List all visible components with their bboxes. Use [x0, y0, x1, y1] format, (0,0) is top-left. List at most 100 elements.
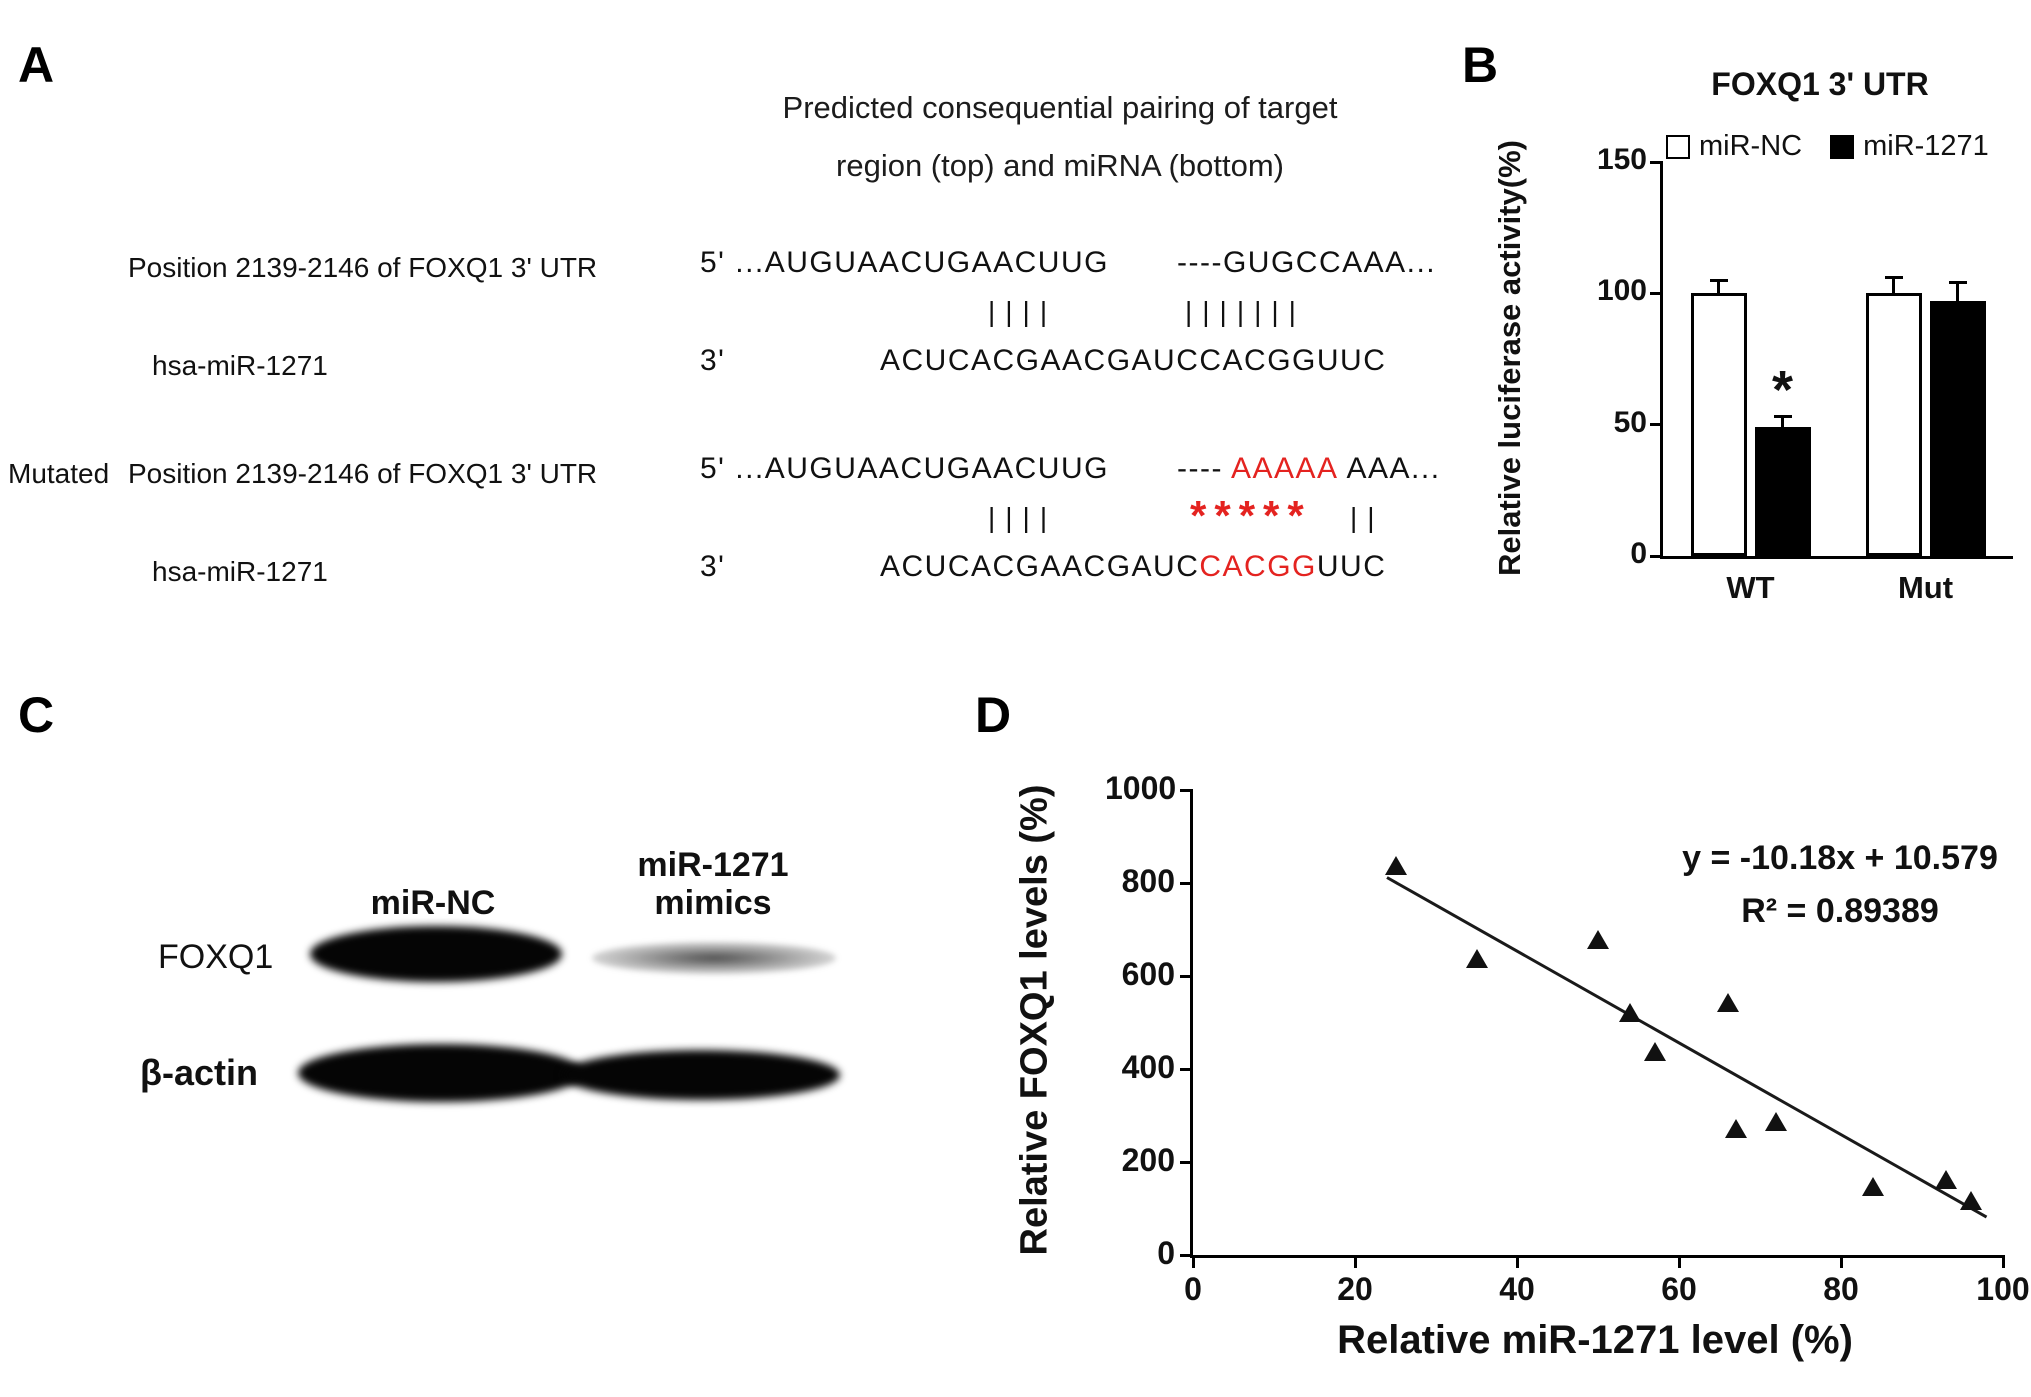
d-y-tick-label: 400	[1121, 1049, 1175, 1085]
mut-target-suffix: AAA...	[1346, 452, 1441, 485]
panel-b-y-axis-label: Relative luciferase activity(%)	[1492, 140, 1527, 576]
mut-mirna-seq-start: ACUCACGAACGAUC	[880, 550, 1200, 583]
d-y-tick-label: 800	[1121, 863, 1175, 899]
regression-annotation: y = -10.18x + 10.579 R² = 0.89389	[1650, 832, 2030, 937]
panel-a-title-line1: Predicted consequential pairing of targe…	[782, 90, 1338, 125]
mir-nc-swatch-icon	[1666, 134, 1690, 159]
d-x-tick-mark	[1191, 1255, 1195, 1268]
d-x-tick-label: 80	[1823, 1271, 1859, 1307]
error-bar	[1781, 416, 1784, 428]
bar-miR-1271-WT	[1754, 427, 1811, 556]
mutated-tag: Mutated	[8, 458, 110, 489]
scatter-point	[1862, 1176, 1885, 1196]
bar-miR-NC-Mut	[1865, 293, 1922, 556]
legend-item-mir-1271: miR-1271	[1830, 130, 1989, 163]
d-x-tick-mark	[2001, 1255, 2005, 1268]
d-y-tick-mark	[1180, 788, 1193, 792]
d-y-tick-mark	[1180, 1067, 1193, 1071]
mir-nc-legend-label: miR-NC	[1699, 130, 1803, 162]
error-bar-cap	[1884, 276, 1903, 280]
wt-mirna-label: hsa-miR-1271	[152, 350, 328, 381]
mut-pairing-bars-left: ||||	[988, 502, 1058, 533]
b-y-tick-label: 50	[1613, 405, 1647, 439]
wt-target-label: Position 2139-2146 of FOXQ1 3' UTR	[128, 252, 598, 283]
d-y-tick-mark	[1180, 1160, 1193, 1164]
mut-mirna-prefix: 3'	[700, 550, 726, 583]
beta-actin-row-label: β-actin	[140, 1052, 258, 1093]
d-x-tick-mark	[1515, 1255, 1519, 1268]
panel-d-plot-area: 0 200 400 600 800 1000 0 20 40 60 80 100	[1105, 770, 2030, 1307]
scatter-point	[1959, 1190, 1982, 1210]
bar-miR-NC-WT	[1690, 293, 1747, 556]
lane-label-mir-1271-line2: mimics	[654, 884, 772, 923]
panel-b-label: B	[1462, 37, 1499, 93]
wt-mirna-sequence: ACUCACGAACGAUCCACGGUUC	[880, 344, 1387, 377]
significance-star: *	[1771, 359, 1793, 420]
d-x-tick-mark	[1677, 1255, 1681, 1268]
b-y-tick-mark	[1650, 291, 1663, 295]
d-x-tick-mark	[1839, 1255, 1843, 1268]
scatter-point	[1765, 1111, 1788, 1131]
b-x-category-label: WT	[1726, 570, 1775, 605]
panel-b-plot-area: 0 50 100 150 WT Mut *	[1597, 143, 2013, 605]
mut-pairing-bars-right: ||	[1350, 502, 1385, 533]
foxq1-band-mir-1271	[592, 942, 836, 974]
b-y-tick-mark	[1650, 160, 1663, 164]
regression-equation-text: y = -10.18x + 10.579	[1682, 839, 1998, 877]
panel-a-label: A	[18, 37, 55, 93]
d-y-tick-mark	[1180, 1253, 1193, 1257]
wt-pairing-bars-right: |||||||	[1185, 296, 1306, 327]
d-y-tick-label: 200	[1121, 1142, 1175, 1178]
mut-mirna-sequence: ACUCACGAACGAUCCACGGUUC	[880, 550, 1386, 584]
scatter-point	[1724, 1118, 1747, 1138]
panel-c-label: C	[18, 687, 55, 743]
lane-label-mir-nc: miR-NC	[370, 884, 496, 922]
wt-target-gap: ----	[1176, 246, 1223, 279]
d-y-tick-label: 0	[1157, 1235, 1175, 1271]
scatter-point	[1465, 949, 1488, 969]
mir-1271-swatch-icon	[1830, 134, 1855, 159]
lane-label-mir-1271-mimics: miR-1271 mimics	[588, 846, 838, 922]
scatter-point	[1643, 1042, 1666, 1062]
b-y-tick-mark	[1650, 554, 1663, 558]
scatter-point	[1935, 1169, 1958, 1189]
d-y-tick-mark	[1180, 881, 1193, 885]
b-y-tick-label: 100	[1596, 274, 1647, 308]
wt-pairing-bars-left: ||||	[988, 296, 1058, 327]
beta-actin-band-mir-1271	[562, 1050, 840, 1100]
mut-mirna-seq-end: UUC	[1316, 550, 1387, 583]
d-x-tick-label: 60	[1661, 1271, 1697, 1307]
lane-label-mir-1271-line1: miR-1271	[637, 846, 789, 884]
scatter-point	[1619, 1002, 1642, 1022]
panel-b-legend: miR-NC miR-1271	[1666, 130, 1989, 163]
scatter-point	[1384, 856, 1407, 876]
wt-target-sequence: 5' ...AUGUAACUGAACUUG ----GUGCCAAA...	[700, 246, 1436, 280]
panel-d-y-axis-label: Relative FOXQ1 levels (%)	[1013, 784, 1056, 1256]
panel-a-title-line2: region (top) and miRNA (bottom)	[836, 148, 1284, 183]
wt-target-pair-region: GUGCCAAA...	[1222, 246, 1437, 279]
error-bar-cap	[1948, 281, 1967, 285]
panel-d-label: D	[975, 687, 1012, 743]
d-y-tick-mark	[1180, 974, 1193, 978]
foxq1-row-label: FOXQ1	[158, 938, 274, 976]
wt-mirna-prefix: 3'	[700, 344, 726, 377]
d-x-tick-label: 40	[1499, 1271, 1535, 1307]
d-x-tick-mark	[1353, 1255, 1357, 1268]
beta-actin-band-mir-nc	[298, 1044, 584, 1102]
foxq1-band-mir-nc	[310, 926, 562, 982]
error-bar-cap	[1709, 278, 1728, 282]
error-bar	[1892, 277, 1895, 294]
r-squared-text: R² = 0.89389	[1741, 891, 1939, 930]
b-y-tick-mark	[1650, 423, 1663, 427]
mut-target-label: Position 2139-2146 of FOXQ1 3' UTR	[128, 458, 598, 489]
wt-target-prefix: 5' ...AUGUAACUGAACUUG	[700, 246, 1109, 279]
mut-target-sequence: 5' ...AUGUAACUGAACUUG ---- AAAAA AAA...	[700, 452, 1441, 486]
mut-target-gap: ----	[1176, 452, 1223, 485]
d-y-tick-label: 1000	[1105, 770, 1177, 806]
legend-item-mir-nc: miR-NC	[1666, 130, 1802, 163]
d-x-tick-label: 0	[1184, 1271, 1202, 1307]
error-bar-cap	[1773, 415, 1792, 419]
scatter-point	[1716, 993, 1739, 1013]
panel-b-title: FOXQ1 3' UTR	[1711, 66, 1929, 102]
